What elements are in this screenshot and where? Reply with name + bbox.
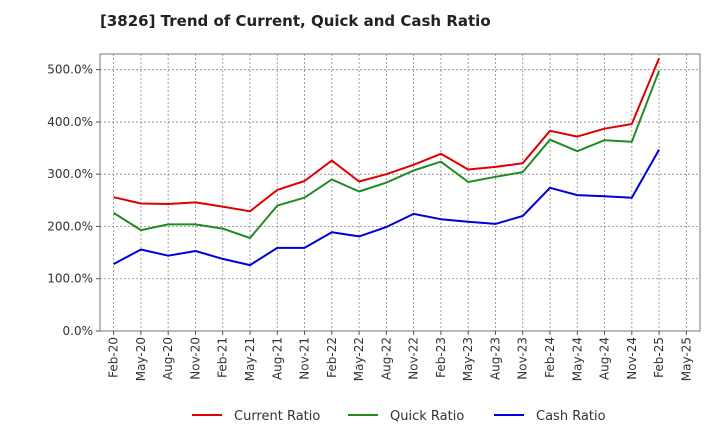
x-tick-label: Aug-23 [488,337,502,380]
x-tick-label: May-24 [570,337,584,381]
x-tick-label: Feb-20 [107,337,121,378]
x-tick-label: Nov-24 [625,337,639,380]
y-tick-label: 200.0% [47,219,93,233]
legend-quick-ratio-label: Quick Ratio [390,409,464,424]
legend-current-ratio-label: Current Ratio [234,409,320,424]
y-tick-label: 100.0% [47,272,93,286]
plot-area [99,53,701,332]
x-tick-label: Feb-22 [325,337,339,378]
x-tick-label: Aug-20 [161,337,175,380]
x-tick-label: Nov-21 [298,337,312,380]
legend: Current Ratio Quick Ratio Cash Ratio [192,409,606,424]
x-axis-ticks: Feb-20 May-20 Aug-20 Nov-20 Feb-21 May-21 Aug-… [107,331,693,381]
y-tick-label: 500.0% [47,63,93,77]
x-tick-label: May-22 [352,337,366,381]
cash-ratio-line [113,149,660,267]
x-tick-label: May-20 [134,337,148,381]
y-tick-label: 0.0% [63,324,94,338]
x-tick-label: May-23 [461,337,475,381]
x-tick-label: Aug-21 [270,337,284,380]
series-lines [113,57,661,267]
x-tick-label: May-25 [679,337,693,381]
y-axis-ticks: 0.0% 100.0% 200.0% 300.0% 400.0% 500.0% [47,63,100,338]
x-tick-label: Aug-24 [598,337,612,380]
x-tick-label: Feb-25 [652,337,666,378]
x-tick-label: Feb-21 [216,337,230,378]
x-tick-label: Nov-23 [516,337,530,380]
y-tick-label: 300.0% [47,167,93,181]
chart-title: [3826] Trend of Current, Quick and Cash … [100,12,491,30]
x-tick-label: Feb-23 [434,337,448,378]
x-tick-label: Aug-22 [379,337,393,380]
x-tick-label: Nov-22 [407,337,421,380]
x-tick-label: Nov-20 [188,337,202,380]
quick-ratio-line [113,70,661,239]
legend-cash-ratio-label: Cash Ratio [536,409,606,424]
x-tick-label: Feb-24 [543,337,557,378]
y-tick-label: 400.0% [47,115,93,129]
grid [100,54,700,331]
current-ratio-line [113,57,661,213]
x-tick-label: May-21 [243,337,257,381]
